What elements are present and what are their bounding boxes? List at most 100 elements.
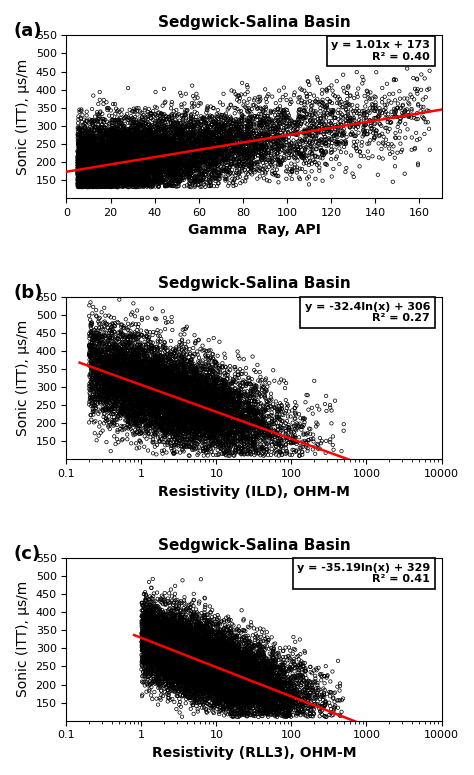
Point <box>218 677 226 689</box>
Point <box>211 377 219 390</box>
Point <box>120 384 128 396</box>
Point <box>180 380 187 392</box>
Point <box>272 683 280 695</box>
Point <box>150 390 157 402</box>
Point <box>220 615 228 628</box>
Point <box>171 415 178 428</box>
Point <box>113 143 120 155</box>
Point <box>309 143 317 155</box>
Point <box>124 402 132 415</box>
Point <box>125 146 132 159</box>
Point <box>145 363 153 375</box>
Point <box>116 384 123 397</box>
Point <box>342 97 349 109</box>
Point <box>287 692 294 704</box>
Point <box>178 410 186 422</box>
Point <box>234 439 241 452</box>
Point <box>80 163 87 175</box>
Point <box>201 421 208 433</box>
Point <box>190 374 197 387</box>
Point <box>388 105 395 118</box>
Point <box>142 375 150 388</box>
Point <box>93 146 100 158</box>
Point <box>180 657 188 670</box>
Point <box>218 661 226 673</box>
Point <box>255 91 262 103</box>
Point <box>207 352 214 364</box>
Point <box>76 138 84 150</box>
Point <box>193 647 201 660</box>
Point <box>231 660 238 672</box>
Point <box>191 660 199 672</box>
Point <box>134 391 142 403</box>
Point <box>128 367 136 380</box>
Point <box>181 639 189 651</box>
Point <box>203 615 211 627</box>
Point <box>208 658 215 670</box>
Point <box>238 632 246 645</box>
Point <box>150 632 158 645</box>
Point <box>242 431 250 443</box>
Point <box>218 405 225 418</box>
Point <box>206 139 213 151</box>
Point <box>205 633 213 646</box>
Point <box>167 143 175 155</box>
Point <box>111 390 119 402</box>
Point <box>164 370 172 382</box>
Point <box>176 363 183 376</box>
Point <box>139 618 146 631</box>
Point <box>97 141 105 153</box>
Point <box>91 152 98 164</box>
Point <box>147 366 155 378</box>
Point <box>176 647 183 660</box>
Point <box>290 672 298 684</box>
Point <box>161 146 169 158</box>
Point <box>206 663 213 675</box>
Point <box>138 390 146 402</box>
Point <box>113 153 120 166</box>
Point <box>164 164 171 177</box>
Point <box>141 122 148 134</box>
Point <box>141 150 148 162</box>
Point <box>144 624 151 636</box>
Point <box>111 397 119 409</box>
Point <box>183 658 191 670</box>
Point <box>201 627 208 639</box>
Point <box>145 646 152 659</box>
Point <box>166 632 173 644</box>
Point <box>137 377 145 389</box>
Point <box>139 166 146 178</box>
Point <box>221 631 229 643</box>
Point <box>112 335 120 347</box>
Point <box>241 155 249 167</box>
Point <box>98 166 106 178</box>
Point <box>175 653 183 665</box>
Point <box>137 410 144 422</box>
Point <box>201 675 208 687</box>
Point <box>215 684 223 696</box>
Point <box>76 165 83 177</box>
Point <box>180 391 188 404</box>
Point <box>213 631 220 643</box>
Point <box>176 372 184 384</box>
Point <box>232 672 240 684</box>
Point <box>96 180 104 192</box>
Point <box>137 121 145 133</box>
Point <box>105 161 113 174</box>
Point <box>135 377 142 390</box>
Point <box>188 144 195 157</box>
Point <box>242 674 249 687</box>
Point <box>146 173 153 185</box>
Point <box>218 658 226 670</box>
Point <box>158 136 165 149</box>
Point <box>169 133 177 146</box>
Point <box>178 652 186 664</box>
Point <box>173 636 180 648</box>
Point <box>214 656 221 668</box>
Point <box>112 136 120 149</box>
Point <box>147 413 155 425</box>
Point <box>201 147 208 160</box>
Point <box>240 423 247 436</box>
Point <box>128 366 135 378</box>
Point <box>254 102 261 115</box>
